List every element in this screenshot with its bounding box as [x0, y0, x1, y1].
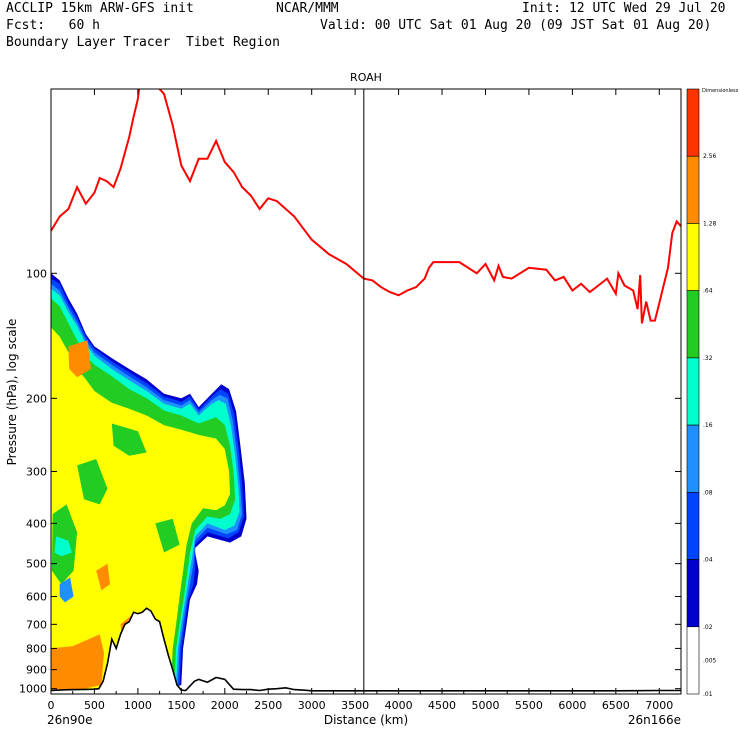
title-line2-right: Valid: 00 UTC Sat 01 Aug 20 (09 JST Sat … — [320, 18, 712, 33]
chart-title: ROAH — [350, 71, 382, 84]
title-line1-right: Init: 12 UTC Wed 29 Jul 20 — [522, 1, 726, 16]
colorbar-level-label: 1.28 — [703, 220, 717, 227]
colorbar-swatch — [686, 626, 700, 695]
x-axis-label: Distance (km) — [324, 713, 408, 727]
endpoint-left: 26n90e — [47, 713, 93, 727]
colorbar-level-label: .08 — [703, 489, 713, 496]
x-tick-label: 500 — [84, 699, 105, 712]
colorbar-swatch — [686, 223, 700, 291]
colorbar-swatch — [686, 357, 700, 426]
colorbar-level-label: .005 — [703, 657, 717, 664]
colorbar-level-label: .04 — [703, 557, 713, 564]
y-axis-label: Pressure (hPa), log scale — [5, 319, 19, 466]
x-tick-label: 1000 — [124, 699, 152, 712]
x-tick-label: 1500 — [167, 699, 195, 712]
plot-frame — [50, 88, 682, 695]
y-tick-label: 900 — [26, 664, 47, 677]
title-line1-left: ACCLIP 15km ARW-GFS init — [6, 1, 194, 16]
y-tick-label: 300 — [26, 465, 47, 478]
x-tick-label: 4000 — [385, 699, 413, 712]
colorbar-level-label: 2.56 — [703, 153, 717, 160]
terrain-line — [51, 607, 681, 692]
tracer-feature-l7 — [96, 563, 111, 591]
tracer-band-l6 — [51, 327, 230, 691]
colorbar-swatch — [686, 492, 700, 560]
colorbar-swatch — [686, 88, 700, 157]
y-tick-label: 400 — [26, 517, 47, 530]
tracer-feature-l5 — [111, 423, 147, 456]
y-tick-label: 200 — [26, 392, 47, 405]
colorbar-level-label: .02 — [703, 624, 713, 631]
tracer-feature-l7 — [51, 634, 104, 691]
x-tick-label: 4500 — [428, 699, 456, 712]
terrain-mask — [51, 608, 681, 694]
x-tick-label: 5500 — [515, 699, 543, 712]
x-tick-label: 0 — [48, 699, 55, 712]
colorbar-level-label: .64 — [703, 288, 713, 295]
colorbar-swatch — [686, 155, 700, 224]
colorbar: Dimensionless 2.56 1.28 .64 .32 .16 .08 .04 .02.… — [686, 88, 739, 698]
title-line2-left: Fcst: 60 h — [6, 18, 100, 33]
colorbar-swatch — [686, 290, 700, 359]
colorbar-swatch — [686, 424, 700, 493]
colorbar-level-label: .32 — [703, 355, 713, 362]
colorbar-level-label: .16 — [703, 422, 713, 429]
tracer-feature-l5 — [155, 518, 180, 553]
endpoint-right: 26n166e — [628, 713, 681, 727]
x-tick-label: 6500 — [602, 699, 630, 712]
tracer-feature-l7 — [68, 340, 91, 378]
x-tick-label: 6000 — [558, 699, 586, 712]
y-tick-label: 600 — [26, 591, 47, 604]
colorbar-swatch — [686, 559, 700, 628]
x-tick-label: 2500 — [254, 699, 282, 712]
y-tick-label: 500 — [26, 558, 47, 571]
colorbar-title: Dimensionless — [702, 88, 739, 94]
title-line1-mid: NCAR/MMM — [276, 1, 339, 16]
x-tick-label: 3000 — [298, 699, 326, 712]
tracer-fill — [51, 273, 247, 691]
tracer-feature-l5 — [77, 459, 108, 505]
tropopause-line — [51, 89, 681, 324]
colorbar-level-label: .01 — [703, 691, 713, 698]
title-line3-left: Boundary Layer Tracer Tibet Region — [6, 35, 280, 50]
x-tick-label: 3500 — [341, 699, 369, 712]
x-tick-label: 5000 — [471, 699, 499, 712]
x-tick-label: 2000 — [211, 699, 239, 712]
y-tick-label: 1000 — [19, 683, 47, 696]
tracer-feature-l4 — [54, 536, 72, 557]
x-tick-label: 7000 — [645, 699, 673, 712]
y-tick-label: 700 — [26, 618, 47, 631]
y-tick-label: 100 — [26, 267, 47, 280]
tracer-feature-l3 — [59, 577, 74, 603]
y-tick-label: 800 — [26, 642, 47, 655]
